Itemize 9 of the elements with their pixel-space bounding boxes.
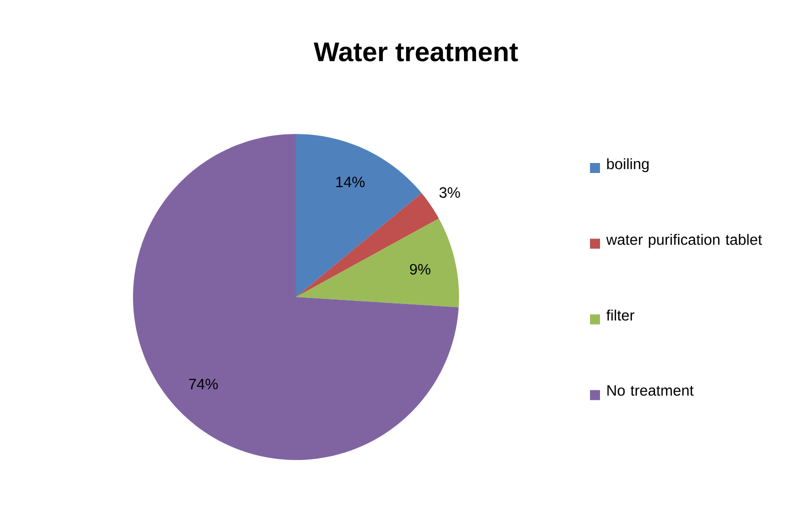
legend-label: water purification tablet [606,234,762,248]
legend-label: filter [606,310,634,321]
data-label: 3% [439,187,460,198]
data-label: 9% [410,264,430,275]
data-label: 74% [189,378,218,390]
legend-label: No treatment [607,385,694,396]
chart-title: Water treatment [314,42,518,62]
data-label: 14% [336,176,365,188]
legend-label: boiling [607,158,649,172]
